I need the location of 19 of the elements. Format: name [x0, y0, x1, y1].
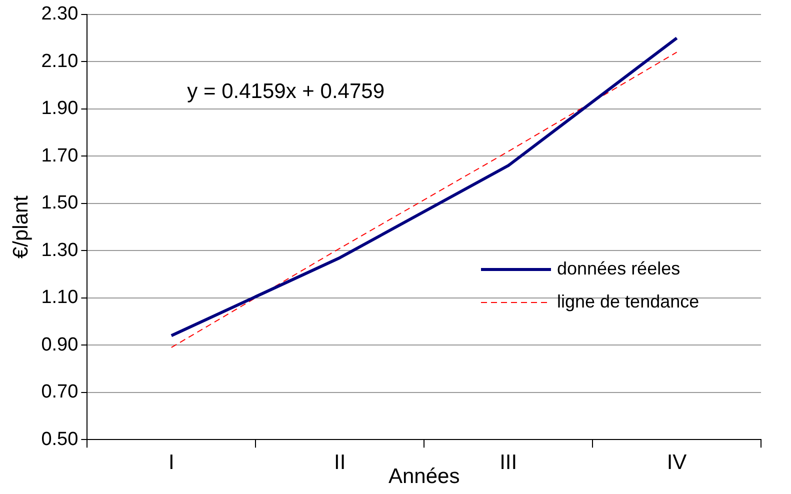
y-tick-label: 0.70 — [41, 382, 78, 403]
annotation: y = 0.4159x + 0.4759 — [187, 80, 385, 104]
y-tick-label: 2.10 — [41, 50, 78, 72]
legend-label: ligne de tendance — [557, 291, 700, 312]
y-axis-title: €/plant — [9, 195, 32, 259]
y-tick-label: 1.30 — [41, 240, 78, 261]
y-tick-label: 1.70 — [41, 145, 78, 166]
y-tick-label: 1.50 — [41, 192, 78, 214]
x-tick-label: I — [168, 450, 174, 474]
y-tick-label: 0.50 — [41, 428, 78, 450]
x-tick-label: IV — [666, 450, 687, 474]
x-tick-label: III — [500, 450, 518, 474]
x-tick-label: II — [334, 450, 346, 474]
y-tick-label: 2.30 — [41, 4, 78, 25]
y-tick-label: 0.90 — [41, 334, 78, 356]
legend-label: données réeles — [557, 258, 680, 278]
y-tick-label: 1.10 — [41, 287, 78, 308]
x-axis-title: Années — [388, 465, 460, 488]
y-tick-label: 1.90 — [41, 98, 78, 120]
